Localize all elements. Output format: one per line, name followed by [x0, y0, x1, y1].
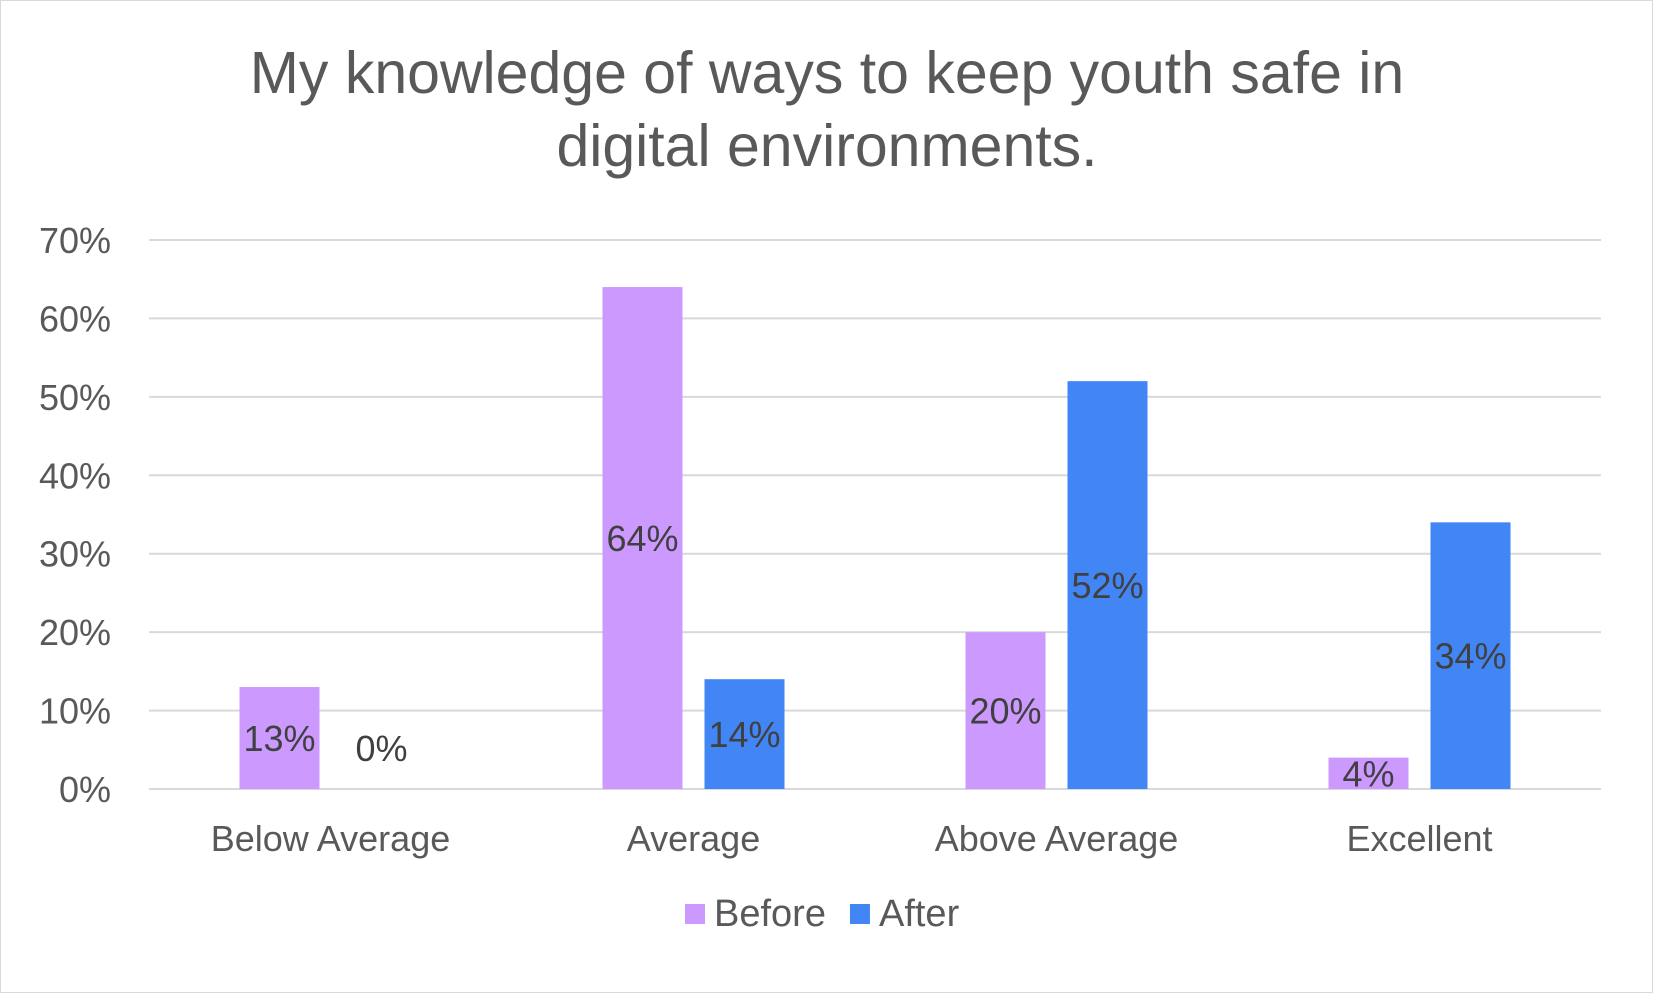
legend-label-after: After: [879, 893, 960, 935]
chart-title: My knowledge of ways to keep youth safe …: [250, 40, 1404, 179]
x-tick-label: Below Average: [211, 818, 451, 859]
data-label: 13%: [243, 718, 315, 759]
y-tick-label: 50%: [39, 377, 111, 418]
bar-after: [1430, 522, 1511, 789]
x-tick-label: Excellent: [1346, 818, 1492, 859]
data-label: 4%: [1342, 753, 1394, 794]
x-tick-label: Above Average: [935, 818, 1179, 859]
chart-title-line-1: My knowledge of ways to keep youth safe …: [250, 40, 1404, 106]
data-label: 0%: [355, 728, 407, 769]
bar-before: [965, 632, 1046, 789]
x-tick-label: Average: [627, 818, 760, 859]
bar-before: [239, 687, 320, 789]
legend-label-before: Before: [714, 893, 826, 935]
bar-after: [1067, 381, 1148, 789]
bar-before: [1328, 757, 1409, 789]
legend-swatch-after: [849, 904, 870, 924]
data-label: 20%: [969, 691, 1041, 732]
x-axis: Below Average Average Above Average Excelle…: [211, 818, 1493, 859]
data-label: 64%: [606, 518, 678, 559]
y-tick-label: 70%: [39, 220, 111, 261]
bars: 13% 0% 64% 14% 20% 52% 4% 34%: [239, 287, 1511, 794]
data-label: 34%: [1434, 636, 1506, 677]
y-tick-label: 30%: [39, 534, 111, 575]
y-axis: 0% 10% 20% 30% 40% 50% 60% 70%: [39, 220, 111, 810]
chart-title-line-2: digital environments.: [556, 113, 1097, 179]
y-tick-label: 40%: [39, 455, 111, 496]
data-label: 14%: [708, 714, 780, 755]
legend-swatch-before: [685, 904, 705, 924]
y-tick-label: 60%: [39, 298, 111, 339]
gridlines: [149, 239, 1601, 790]
y-tick-label: 20%: [39, 612, 111, 653]
data-label: 52%: [1071, 565, 1143, 606]
y-tick-label: 10%: [39, 691, 111, 732]
bar-after: [704, 679, 785, 789]
legend: Before After: [685, 893, 960, 935]
bar-before: [602, 287, 683, 789]
y-tick-label: 0%: [59, 769, 111, 810]
